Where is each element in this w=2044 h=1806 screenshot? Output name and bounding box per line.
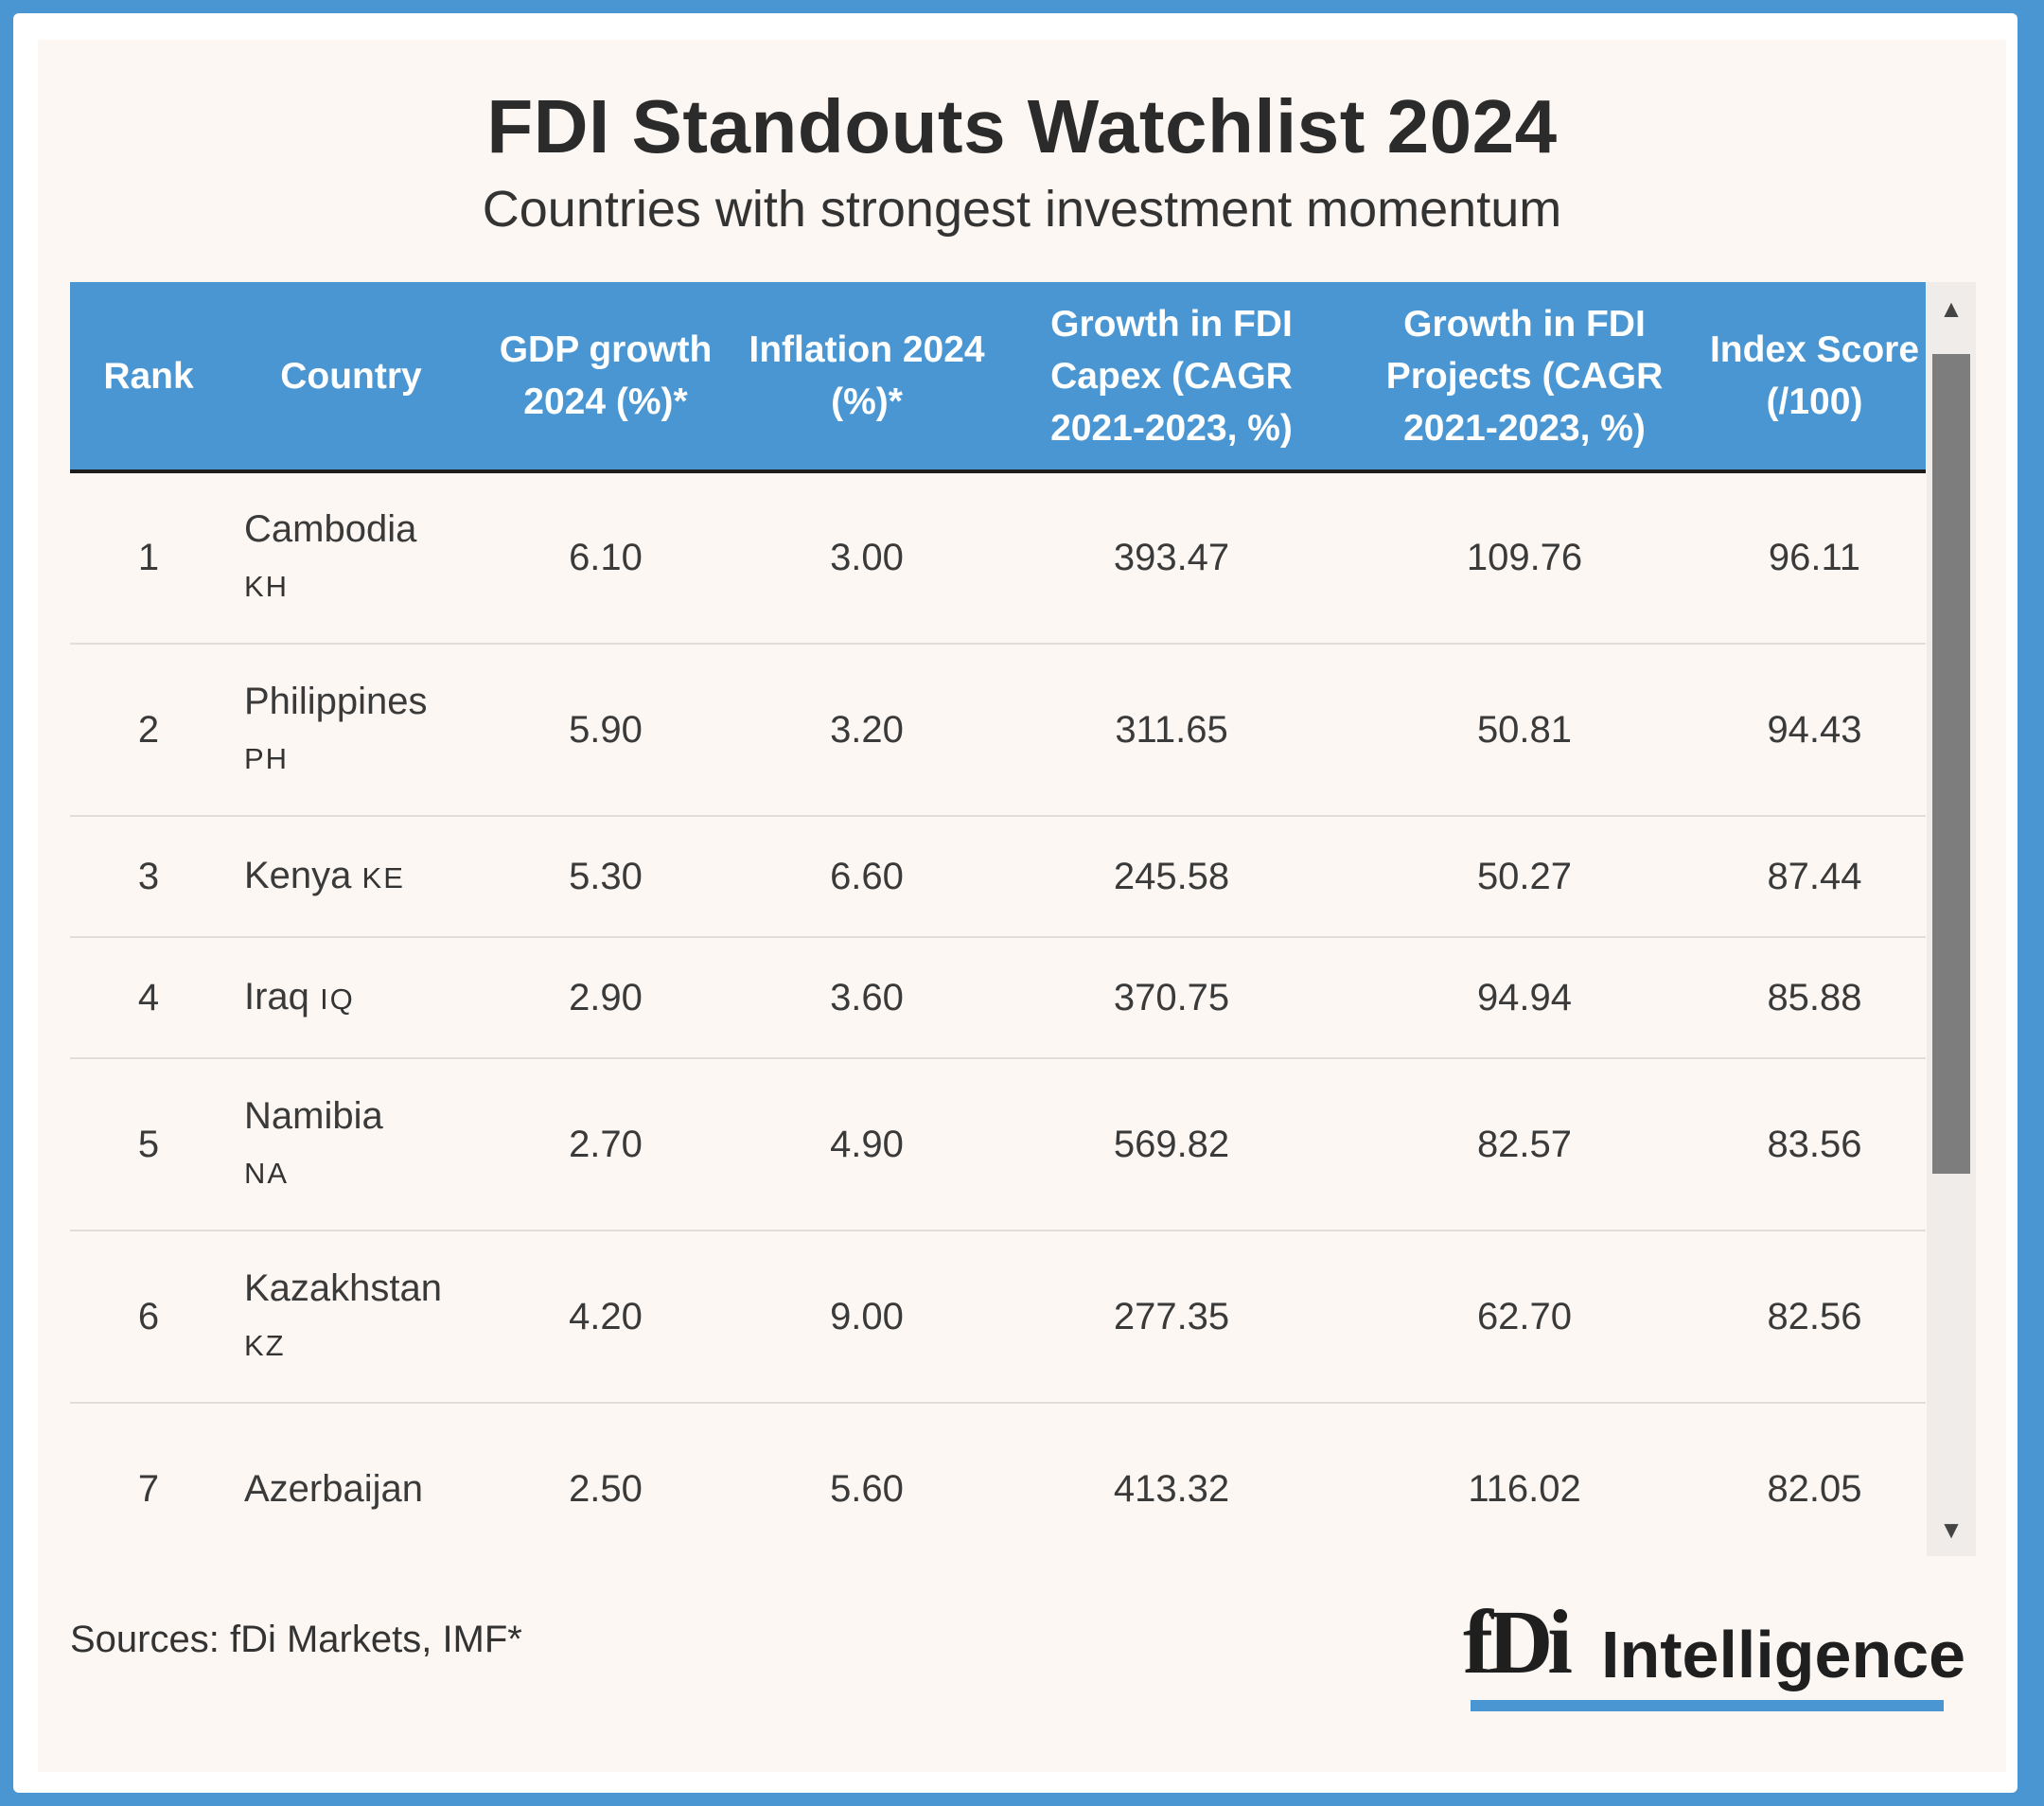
inflation-cell: 9.00: [736, 1231, 997, 1404]
rank-cell: 7: [70, 1403, 227, 1556]
rank-cell: 1: [70, 471, 227, 645]
country-cell: Namibia NA: [227, 1058, 475, 1231]
capex-cell: 413.32: [997, 1403, 1346, 1556]
capex-cell: 569.82: [997, 1058, 1346, 1231]
capex-cell: 245.58: [997, 816, 1346, 938]
inflation-cell: 3.20: [736, 644, 997, 817]
country-cell: Cambodia KH: [227, 471, 475, 645]
gdp-cell: 5.90: [475, 644, 736, 817]
projects-cell: 82.57: [1346, 1058, 1703, 1231]
index-cell: 82.56: [1703, 1231, 1926, 1404]
country-name: Philippines: [244, 680, 428, 722]
index-cell: 83.56: [1703, 1058, 1926, 1231]
country-code: PH: [244, 741, 290, 775]
gdp-cell: 2.70: [475, 1058, 736, 1231]
column-header-projects[interactable]: Growth in FDI Projects (CAGR 2021-2023, …: [1346, 282, 1703, 473]
inflation-cell: 3.00: [736, 471, 997, 645]
inflation-cell: 6.60: [736, 816, 997, 938]
country-name: Kenya: [244, 854, 352, 896]
country-code: KH: [244, 570, 290, 603]
rank-cell: 2: [70, 644, 227, 817]
logo-mark: fDi: [1463, 1591, 1573, 1692]
inflation-cell: 4.90: [736, 1058, 997, 1231]
table-row: 1 Cambodia KH 6.10 3.00 393.47 109.76 96.11: [70, 471, 1926, 645]
table-row: 2 Philippines PH 5.90 3.20 311.65 50.81 94.43: [70, 644, 1926, 817]
column-header-inflation[interactable]: Inflation 2024 (%)*: [736, 282, 997, 473]
projects-cell: 94.94: [1346, 937, 1703, 1059]
sources-note: Sources: fDi Markets, IMF*: [70, 1619, 522, 1660]
chart-subtitle: Countries with strongest investment mome…: [482, 181, 1562, 238]
index-cell: 82.05: [1703, 1403, 1926, 1556]
table-row: 7 Azerbaijan 2.50 5.60 413.32 116.02 82.05: [70, 1403, 1926, 1556]
table-row: 5 Namibia NA 2.70 4.90 569.82 82.57 83.56: [70, 1058, 1926, 1231]
table-row: 3 Kenya KE 5.30 6.60 245.58 50.27 87.44: [70, 816, 1926, 938]
vertical-scrollbar[interactable]: ▲ ▼: [1927, 282, 1976, 1556]
rank-cell: 5: [70, 1058, 227, 1231]
rank-cell: 3: [70, 816, 227, 938]
projects-cell: 109.76: [1346, 471, 1703, 645]
logo-text: Intelligence: [1601, 1618, 1966, 1691]
capex-cell: 393.47: [997, 471, 1346, 645]
table-viewport[interactable]: Rank Country GDP growth 2024 (%)* Inflat…: [70, 282, 1976, 1556]
index-cell: 87.44: [1703, 816, 1926, 938]
gdp-cell: 4.20: [475, 1231, 736, 1404]
column-header-gdp[interactable]: GDP growth 2024 (%)*: [475, 282, 736, 473]
rank-cell: 6: [70, 1231, 227, 1404]
capex-cell: 370.75: [997, 937, 1346, 1059]
country-name: Cambodia: [244, 508, 417, 550]
gdp-cell: 5.30: [475, 816, 736, 938]
column-header-rank[interactable]: Rank: [70, 282, 227, 473]
country-name: Azerbaijan: [244, 1468, 424, 1510]
column-header-index[interactable]: Index Score (/100): [1703, 282, 1926, 473]
scrollbar-thumb[interactable]: [1932, 354, 1970, 1174]
gdp-cell: 2.90: [475, 937, 736, 1059]
inflation-cell: 3.60: [736, 937, 997, 1059]
logo-underline: [1471, 1700, 1944, 1711]
projects-cell: 50.81: [1346, 644, 1703, 817]
projects-cell: 62.70: [1346, 1231, 1703, 1404]
index-cell: 94.43: [1703, 644, 1926, 817]
country-code: IQ: [320, 982, 355, 1016]
country-cell: Iraq IQ: [227, 937, 475, 1059]
chart-card: FDI Standouts Watchlist 2024 Countries w…: [38, 40, 2006, 1772]
country-code: KE: [361, 860, 405, 894]
scroll-up-icon[interactable]: ▲: [1939, 294, 1964, 323]
country-code: KZ: [244, 1328, 286, 1362]
gdp-cell: 6.10: [475, 471, 736, 645]
projects-cell: 116.02: [1346, 1403, 1703, 1556]
capex-cell: 311.65: [997, 644, 1346, 817]
country-code: NA: [244, 1156, 290, 1190]
country-name: Namibia: [244, 1094, 383, 1137]
chart-title: FDI Standouts Watchlist 2024: [486, 84, 1558, 168]
capex-cell: 277.35: [997, 1231, 1346, 1404]
table-row: 6 Kazakhstan KZ 4.20 9.00 277.35 62.70 82.56: [70, 1231, 1926, 1404]
country-cell: Kenya KE: [227, 816, 475, 938]
rank-cell: 4: [70, 937, 227, 1059]
index-cell: 85.88: [1703, 937, 1926, 1059]
country-name: Kazakhstan: [244, 1266, 443, 1309]
projects-cell: 50.27: [1346, 816, 1703, 938]
table-body: 1 Cambodia KH 6.10 3.00 393.47 109.76 96.11 2 Phi…: [70, 471, 1926, 1556]
table-header-row: Rank Country GDP growth 2024 (%)* Inflat…: [70, 282, 1926, 473]
column-header-capex[interactable]: Growth in FDI Capex (CAGR 2021-2023, %): [997, 282, 1346, 473]
country-name: Iraq: [244, 975, 309, 1018]
data-table: Rank Country GDP growth 2024 (%)* Inflat…: [70, 282, 1926, 1556]
table-row: 4 Iraq IQ 2.90 3.60 370.75 94.94 85.88: [70, 937, 1926, 1059]
inflation-cell: 5.60: [736, 1403, 997, 1556]
country-cell: Kazakhstan KZ: [227, 1231, 475, 1404]
fdi-intelligence-logo: fDi Intelligence: [1463, 1590, 1965, 1732]
index-cell: 96.11: [1703, 471, 1926, 645]
scroll-down-icon[interactable]: ▼: [1939, 1515, 1964, 1544]
country-cell: Philippines PH: [227, 644, 475, 817]
gdp-cell: 2.50: [475, 1403, 736, 1556]
country-cell: Azerbaijan: [227, 1403, 475, 1556]
column-header-country[interactable]: Country: [227, 282, 475, 473]
